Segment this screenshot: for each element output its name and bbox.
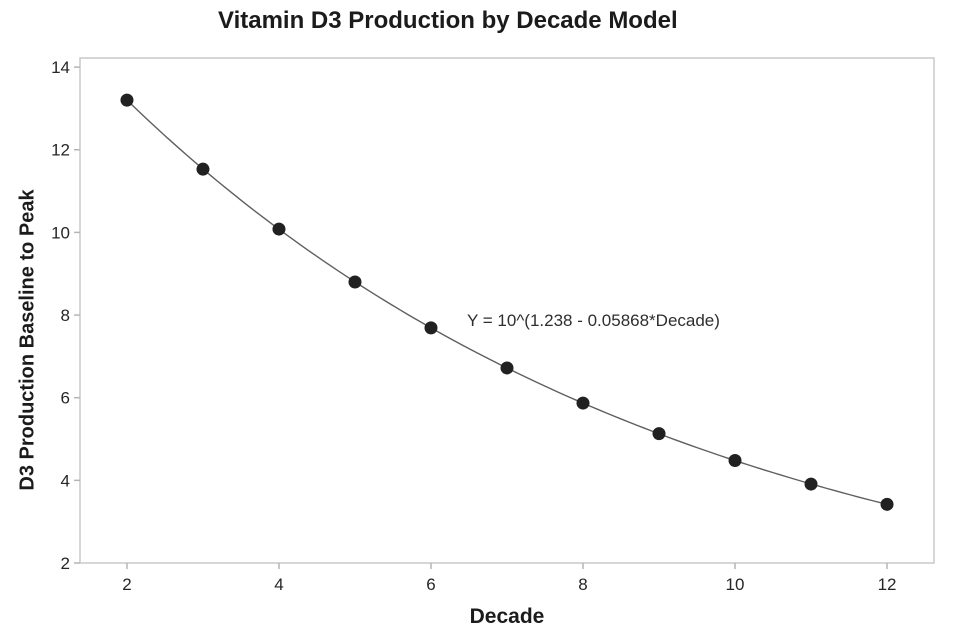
- y-tick-label: 6: [61, 389, 70, 408]
- y-tick-label: 14: [51, 58, 70, 77]
- x-tick-label: 6: [426, 575, 435, 594]
- plot-frame: [79, 57, 935, 564]
- x-tick-label: 8: [578, 575, 587, 594]
- x-tick-label: 4: [274, 575, 283, 594]
- x-tick-label: 12: [878, 575, 897, 594]
- data-point: [652, 427, 666, 441]
- data-point: [576, 396, 590, 410]
- model-curve: [126, 99, 888, 506]
- data-point: [500, 361, 514, 375]
- equation-annotation: Y = 10^(1.238 - 0.05868*Decade): [467, 311, 720, 330]
- y-tick-label: 4: [61, 471, 70, 490]
- y-tick-label: 2: [61, 554, 70, 573]
- data-point: [120, 93, 134, 107]
- data-point: [424, 321, 438, 335]
- data-point: [196, 162, 210, 176]
- y-tick-label: 12: [51, 141, 70, 160]
- data-point: [804, 477, 818, 491]
- x-axis-title: Decade: [469, 605, 545, 628]
- chart-title: Vitamin D3 Production by Decade Model: [218, 7, 678, 34]
- x-tick-label: 10: [726, 575, 745, 594]
- data-point: [348, 275, 362, 289]
- data-point: [880, 497, 894, 511]
- x-tick-label: 2: [122, 575, 131, 594]
- y-tick-label: 8: [61, 306, 70, 325]
- data-point: [728, 454, 742, 468]
- data-point: [272, 222, 286, 236]
- y-tick-label: 10: [51, 223, 70, 242]
